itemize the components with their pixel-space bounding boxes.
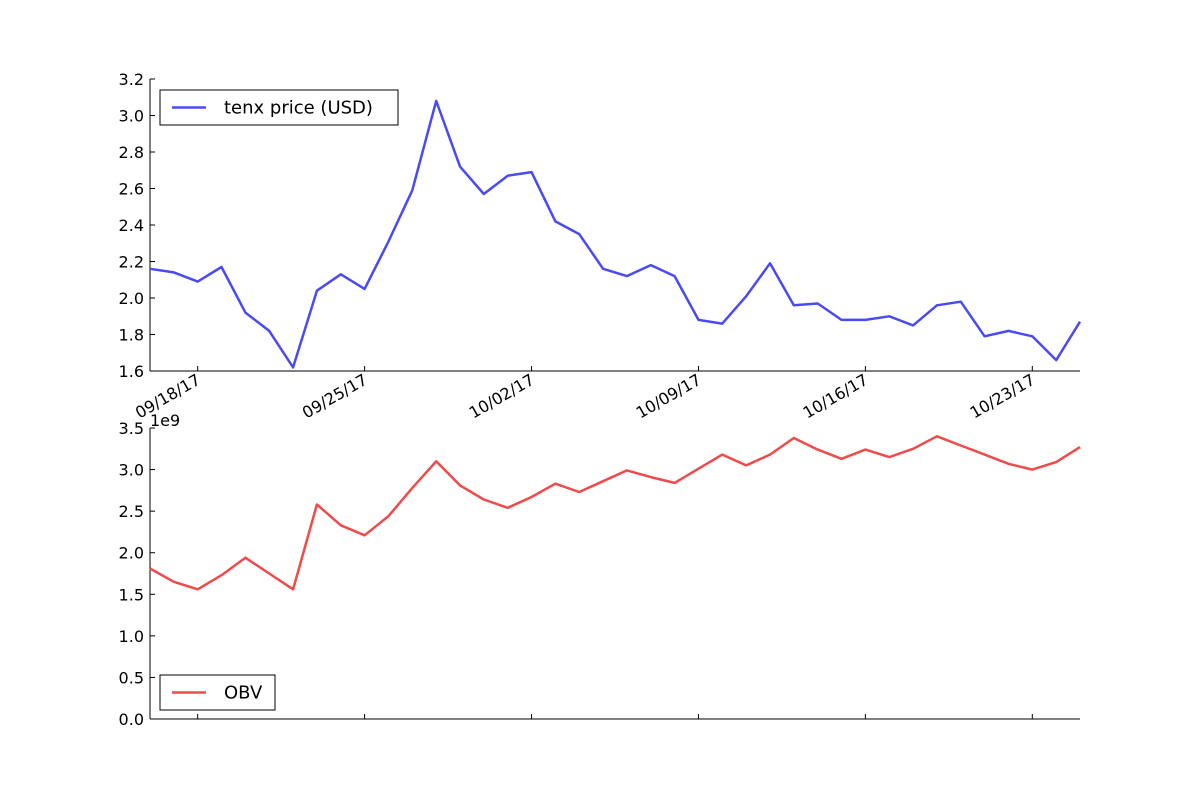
legend: OBV xyxy=(159,674,276,711)
y-tick-label: 0.5 xyxy=(119,668,144,687)
y-tick-label: 1.0 xyxy=(119,627,144,646)
y-tick-label: 1.6 xyxy=(119,362,144,381)
y-tick-label: 2.0 xyxy=(119,544,144,563)
series-line xyxy=(149,99,1082,369)
legend-label: OBV xyxy=(224,683,263,704)
y-tick-label: 1.8 xyxy=(119,326,144,345)
axis-offset-label: 1e9 xyxy=(150,411,180,430)
y-tick-label: 3.2 xyxy=(119,70,144,89)
y-tick-label: 2.6 xyxy=(119,180,144,199)
y-tick-label: 2.0 xyxy=(119,289,144,308)
y-tick-label: 3.5 xyxy=(119,419,144,438)
y-tick-label: 3.0 xyxy=(119,107,144,126)
y-tick-label: 2.4 xyxy=(119,216,144,235)
y-tick-label: 0.0 xyxy=(119,710,144,729)
y-tick-label: 1.5 xyxy=(119,585,144,604)
legend-label: tenx price (USD) xyxy=(224,98,373,119)
series-line xyxy=(149,435,1081,591)
y-tick-label: 2.2 xyxy=(119,253,144,272)
y-tick-label: 2.8 xyxy=(119,143,144,162)
y-tick-label: 3.0 xyxy=(119,461,144,480)
y-tick-label: 2.5 xyxy=(119,502,144,521)
legend: tenx price (USD) xyxy=(159,89,399,126)
obv-chart-panel: 0.0 0.5 1.0 1.5 2.0 2.5 3.0 3.5 1e9 OBV xyxy=(119,411,1081,729)
